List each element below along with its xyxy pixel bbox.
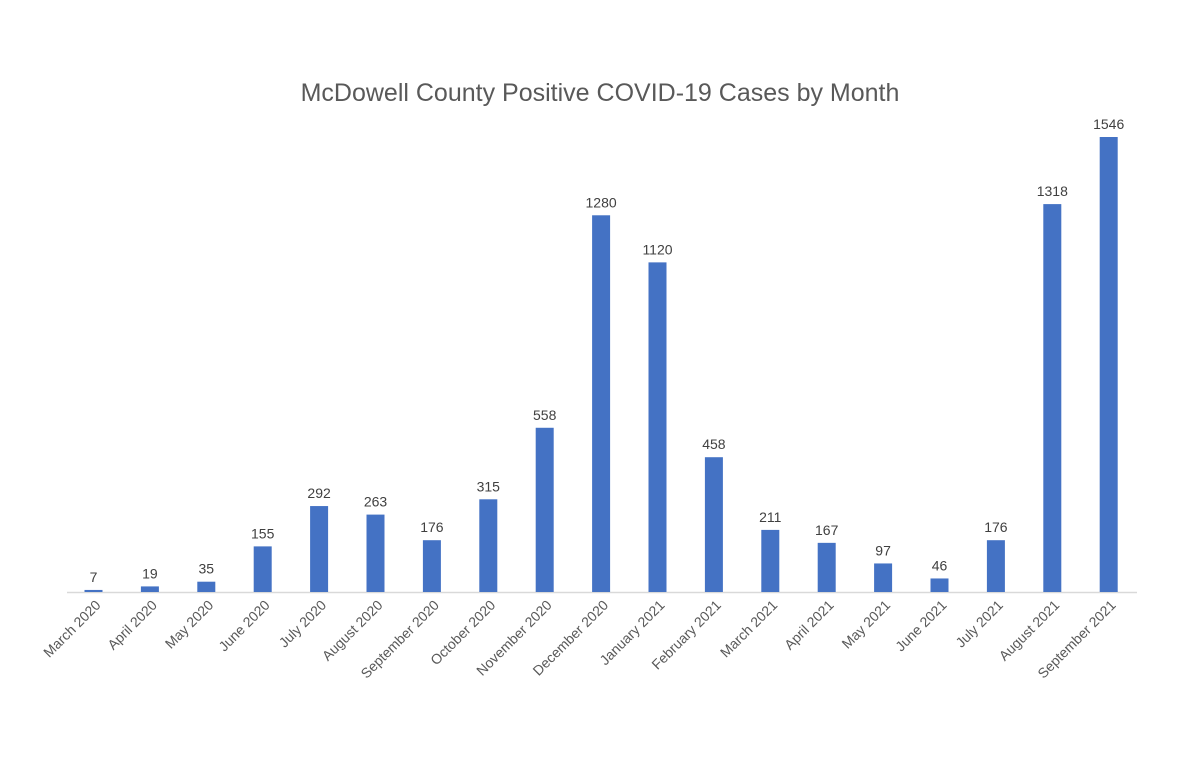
bar [761, 529, 780, 592]
bar [140, 586, 159, 592]
bar [648, 262, 667, 592]
data-label: 458 [702, 436, 726, 452]
data-label: 97 [875, 542, 891, 558]
bar [479, 499, 498, 592]
bar [535, 427, 554, 592]
bar [817, 542, 836, 592]
data-label: 292 [307, 485, 331, 501]
bar [366, 514, 385, 592]
bar [84, 589, 103, 592]
bar [197, 581, 216, 592]
data-label: 315 [477, 478, 501, 494]
data-label: 1280 [586, 194, 617, 210]
bar [1043, 204, 1062, 592]
data-label: 35 [199, 561, 215, 577]
bar [253, 546, 272, 592]
bar [986, 540, 1005, 592]
bar [874, 563, 893, 592]
x-tick-label: April 2020 [104, 597, 160, 653]
chart-title: McDowell County Positive COVID-19 Cases … [301, 79, 900, 107]
data-label: 176 [420, 519, 444, 535]
data-label: 211 [759, 509, 782, 525]
data-label: 176 [984, 519, 1008, 535]
x-tick-label: May 2020 [162, 597, 217, 652]
bar [592, 215, 611, 593]
data-label: 1120 [642, 241, 672, 257]
data-label: 7 [90, 569, 98, 585]
x-tick-label: May 2021 [838, 597, 893, 652]
x-tick-label: April 2021 [781, 597, 837, 653]
x-tick-label: March 2020 [40, 597, 104, 661]
x-tick-label: July 2021 [952, 597, 1006, 651]
bar [310, 506, 329, 592]
data-label: 167 [815, 522, 839, 538]
data-label: 155 [251, 525, 275, 541]
data-label: 46 [932, 557, 948, 573]
x-tick-label: June 2021 [892, 597, 950, 655]
x-tick-label: July 2020 [276, 597, 330, 651]
bar [1099, 137, 1118, 592]
bar [930, 578, 949, 592]
data-label: 263 [364, 494, 388, 510]
data-label: 1318 [1037, 183, 1068, 199]
x-tick-label: March 2021 [717, 597, 781, 661]
data-label: 19 [142, 565, 158, 581]
x-tick-label: June 2020 [215, 597, 273, 655]
data-label: 1546 [1093, 116, 1124, 132]
bar [422, 540, 441, 592]
data-label: 558 [533, 407, 557, 423]
bar [704, 457, 723, 592]
